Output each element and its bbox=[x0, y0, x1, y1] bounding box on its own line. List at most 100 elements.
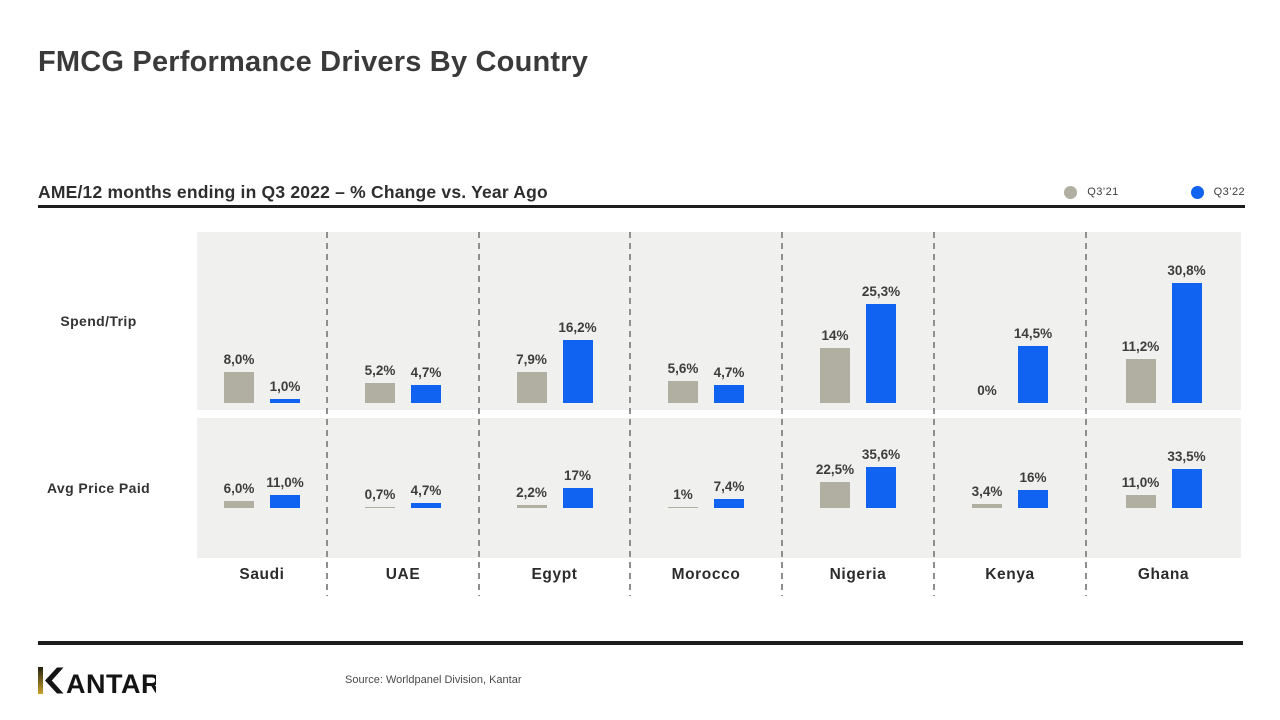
chart-subtitle: AME/12 months ending in Q3 2022 – % Chan… bbox=[38, 181, 548, 202]
q322-bar: 30,8% bbox=[1167, 263, 1206, 403]
bar-value-label: 30,8% bbox=[1167, 263, 1206, 278]
bar-fill bbox=[820, 482, 850, 508]
q322-bar: 17% bbox=[562, 468, 593, 508]
bar-group: 22,5% 35,6% bbox=[816, 447, 900, 508]
bar-value-label: 7,4% bbox=[713, 479, 745, 494]
q321-bar: 14% bbox=[820, 328, 850, 403]
country-label-egypt: Egypt bbox=[531, 566, 578, 583]
q322-bar: 16,2% bbox=[558, 320, 597, 403]
bar-value-label: 6,0% bbox=[223, 481, 255, 496]
bar-fill bbox=[1018, 490, 1048, 508]
bar-value-label: 11,2% bbox=[1121, 339, 1160, 354]
country-axis: Saudi UAE Egypt Morocco Nigeria Kenya Ghana bbox=[197, 566, 1241, 588]
country-label-nigeria: Nigeria bbox=[829, 566, 887, 583]
bar-value-label: 14,5% bbox=[1013, 326, 1053, 341]
q322-bar: 33,5% bbox=[1167, 449, 1206, 508]
chart-header: AME/12 months ending in Q3 2022 – % Chan… bbox=[38, 181, 1245, 203]
bar-value-label: 5,2% bbox=[364, 363, 396, 378]
legend: Q3’21 Q3’22 bbox=[1064, 185, 1245, 199]
chart-cell-egypt: 2,2% 17% bbox=[479, 418, 630, 558]
kantar-logo: ANTAR bbox=[38, 665, 160, 701]
q321-bar: 6,0% bbox=[224, 481, 254, 508]
kantar-logo-icon: ANTAR bbox=[38, 667, 160, 699]
bar-value-label: 25,3% bbox=[861, 284, 901, 299]
footer-rule bbox=[38, 641, 1243, 645]
bar-fill bbox=[411, 385, 441, 403]
bar-group: 2,2% 17% bbox=[516, 468, 593, 508]
row-label-spend-trip: Spend/Trip bbox=[60, 313, 137, 329]
bar-value-label: 17% bbox=[563, 468, 592, 483]
bar-value-label: 35,6% bbox=[861, 447, 901, 462]
bar-value-label: 0,7% bbox=[364, 487, 396, 502]
q321-bar: 8,0% bbox=[224, 352, 254, 403]
bar-value-label: 16% bbox=[1019, 470, 1047, 485]
chart-cell-morocco: 1% 7,4% bbox=[630, 418, 782, 558]
q321-bar: 11,0% bbox=[1122, 475, 1159, 508]
chart-cell-uae: 5,2% 4,7% bbox=[327, 232, 479, 410]
q322-bar: 35,6% bbox=[862, 447, 900, 508]
bar-fill bbox=[516, 372, 547, 403]
bar-fill bbox=[224, 501, 254, 508]
legend-item-q322: Q3’22 bbox=[1190, 185, 1245, 199]
bar-fill bbox=[562, 488, 593, 508]
bar-value-label: 16,2% bbox=[558, 320, 597, 335]
q321-bar: 22,5% bbox=[816, 462, 854, 508]
q322-bar: 7,4% bbox=[714, 479, 744, 508]
q321-bar: 5,6% bbox=[668, 361, 698, 403]
bar-fill bbox=[1125, 359, 1156, 403]
bar-group: 0% 14,5% bbox=[972, 326, 1052, 403]
bar-value-label: 8,0% bbox=[223, 352, 255, 367]
q322-bar: 11,0% bbox=[266, 475, 304, 508]
bar-fill bbox=[270, 495, 300, 508]
bar-fill bbox=[1171, 283, 1202, 403]
q321-dot-icon bbox=[1064, 185, 1078, 199]
bar-fill bbox=[972, 504, 1002, 508]
q322-bar: 4,7% bbox=[411, 483, 441, 508]
country-label-ghana: Ghana bbox=[1137, 566, 1190, 583]
bar-fill bbox=[411, 503, 441, 508]
bar-fill bbox=[224, 372, 254, 403]
bar-value-label: 7,9% bbox=[516, 352, 547, 367]
bar-group: 1% 7,4% bbox=[668, 479, 744, 508]
bar-fill bbox=[1125, 495, 1156, 508]
bar-fill bbox=[866, 304, 896, 403]
chart-cell-nigeria: 22,5% 35,6% bbox=[782, 418, 934, 558]
bar-value-label: 11,0% bbox=[1121, 475, 1160, 490]
chart-cell-saudi: 6,0% 11,0% bbox=[197, 418, 327, 558]
bar-value-label: 0% bbox=[977, 383, 997, 398]
bar-fill bbox=[365, 507, 395, 508]
q322-bar: 25,3% bbox=[862, 284, 900, 403]
q321-bar: 5,2% bbox=[365, 363, 395, 403]
bar-value-label: 22,5% bbox=[815, 462, 855, 477]
legend-label-q322: Q3’22 bbox=[1213, 186, 1245, 198]
avg-price-paid-panel: 6,0% 11,0% 0,7% 4,7% 2,2% 17% 1% 7,4% 22,5% 35,6%… bbox=[197, 418, 1241, 558]
row-label-avg-price-paid: Avg Price Paid bbox=[46, 480, 151, 496]
legend-label-q321: Q3’21 bbox=[1087, 186, 1119, 198]
chart-cell-egypt: 7,9% 16,2% bbox=[479, 232, 630, 410]
chart-cell-morocco: 5,6% 4,7% bbox=[630, 232, 782, 410]
q322-bar: 14,5% bbox=[1014, 326, 1052, 403]
header-rule bbox=[38, 205, 1245, 208]
bar-value-label: 3,4% bbox=[971, 484, 1003, 499]
bar-value-label: 2,2% bbox=[516, 485, 547, 500]
bar-value-label: 5,6% bbox=[667, 361, 699, 376]
bar-fill bbox=[820, 348, 850, 403]
bar-group: 6,0% 11,0% bbox=[224, 475, 304, 508]
chart-cell-ghana: 11,0% 33,5% bbox=[1086, 418, 1241, 558]
country-label-uae: UAE bbox=[385, 566, 421, 583]
bar-fill bbox=[562, 340, 593, 403]
bar-fill bbox=[516, 505, 547, 508]
svg-text:ANTAR: ANTAR bbox=[66, 669, 156, 696]
bar-group: 7,9% 16,2% bbox=[516, 320, 597, 403]
chart-cell-nigeria: 14% 25,3% bbox=[782, 232, 934, 410]
bar-value-label: 1% bbox=[673, 487, 693, 502]
q321-bar: 2,2% bbox=[516, 485, 547, 508]
bar-value-label: 4,7% bbox=[713, 365, 745, 380]
country-label-kenya: Kenya bbox=[985, 566, 1035, 583]
bar-group: 0,7% 4,7% bbox=[365, 483, 441, 508]
country-label-saudi: Saudi bbox=[239, 566, 285, 583]
bar-group: 5,6% 4,7% bbox=[668, 361, 744, 403]
bar-fill bbox=[270, 399, 300, 403]
bar-value-label: 11,0% bbox=[266, 475, 304, 490]
